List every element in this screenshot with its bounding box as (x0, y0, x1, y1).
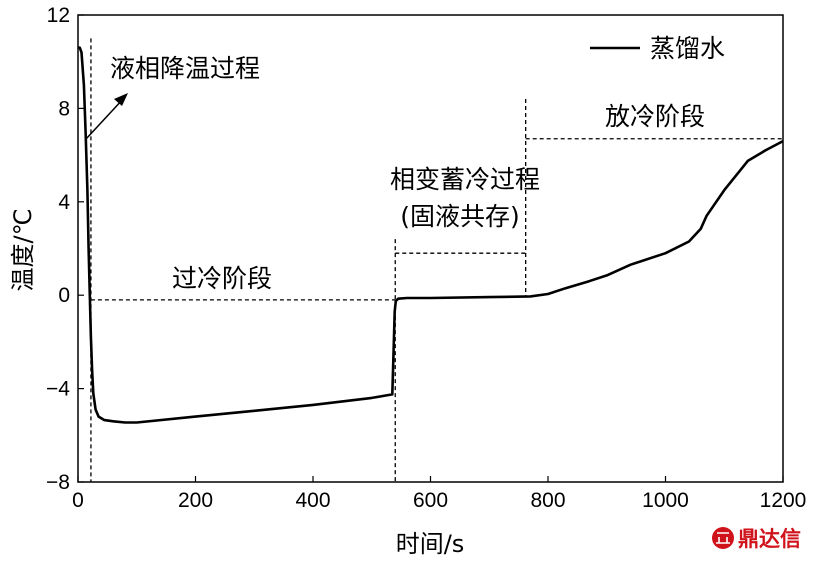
legend: 蒸馏水 (590, 34, 725, 63)
x-tick-label: 200 (178, 489, 213, 512)
annotation-liquid-cooling: 液相降温过程 (110, 54, 260, 83)
y-tick-label: −4 (46, 378, 70, 401)
annotation-arrow (85, 93, 128, 140)
annotation-solid-liquid: (固液共存) (400, 202, 520, 231)
x-tick-label: 1200 (760, 489, 807, 512)
y-tick-label: 0 (58, 284, 70, 307)
x-axis-label: 时间/s (396, 530, 465, 558)
watermark-logo: 鼎达信 (712, 527, 801, 551)
x-tick-label: 600 (413, 489, 448, 512)
x-tick-label: 800 (530, 489, 565, 512)
x-tick-label: 1000 (642, 489, 689, 512)
x-tick-label: 0 (72, 489, 84, 512)
axis-ticks: 0 200 400 600 800 1000 1200 12 8 4 0 −4 −8 (46, 4, 806, 512)
annotation-release-cold: 放冷阶段 (605, 102, 705, 131)
x-tick-label: 400 (295, 489, 330, 512)
y-tick-label: 4 (58, 191, 70, 214)
y-tick-label: 8 (58, 97, 70, 120)
stage-guide-lines (90, 38, 783, 482)
watermark-text: 鼎达信 (738, 527, 801, 551)
annotation-supercooling: 过冷阶段 (172, 264, 272, 293)
series-layer (78, 46, 784, 424)
series-line-0 (78, 46, 784, 424)
annotation-phase-change: 相变蓄冷过程 (390, 165, 540, 194)
watermark-icon (712, 527, 734, 549)
y-axis-label: 温度/℃ (9, 208, 37, 291)
legend-entry: 蒸馏水 (650, 34, 725, 63)
y-tick-label: 12 (47, 4, 70, 27)
y-tick-label: −8 (46, 471, 70, 494)
